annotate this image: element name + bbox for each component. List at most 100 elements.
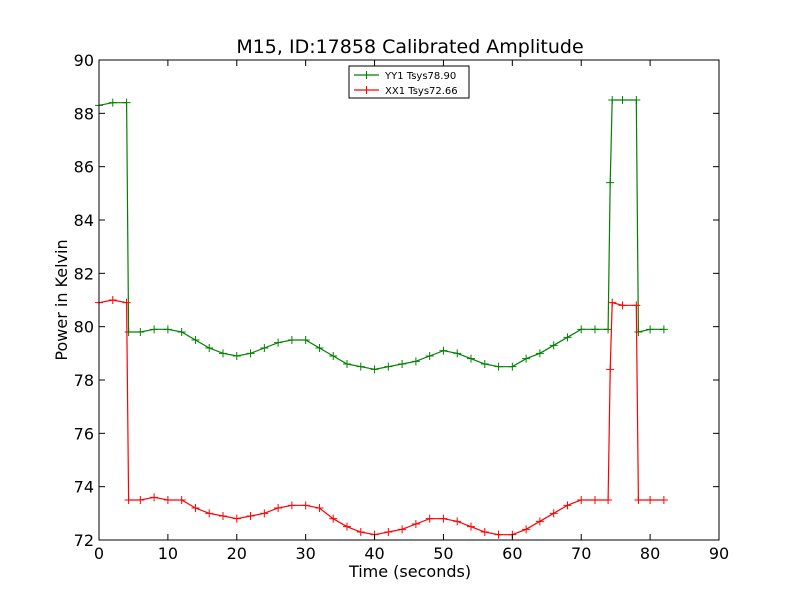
data-point (632, 96, 641, 104)
chart-title: M15, ID:17858 Calibrated Amplitude (236, 36, 583, 58)
data-point (384, 528, 393, 536)
legend-marker (362, 71, 371, 79)
data-point (634, 496, 643, 504)
data-point (274, 504, 283, 512)
data-point (315, 344, 324, 352)
data-point (453, 349, 462, 358)
data-point (356, 362, 365, 371)
data-point (398, 360, 407, 368)
data-point (274, 338, 283, 347)
data-point (329, 514, 338, 523)
x-tick-label: 20 (227, 544, 247, 563)
data-point (177, 328, 186, 336)
data-point (150, 493, 159, 502)
y-tick-label: 74 (74, 478, 94, 497)
data-point (606, 178, 615, 187)
data-point (398, 525, 407, 534)
data-point (232, 514, 241, 523)
data-point (219, 512, 227, 520)
series-1 (95, 96, 668, 374)
legend-box (348, 65, 470, 99)
data-point (356, 528, 365, 536)
x-tick-label: 10 (158, 544, 178, 563)
data-point (384, 362, 393, 371)
data-point (494, 362, 503, 371)
data-point (577, 325, 586, 334)
data-point (659, 325, 668, 334)
data-point (124, 328, 133, 336)
legend-label: XX1 Tsys72.66 (385, 86, 458, 97)
data-point (205, 344, 214, 352)
data-point (467, 522, 475, 531)
legend: YY1 Tsys78.90 XX1 Tsys72.66 (348, 65, 470, 99)
y-tick-label: 88 (74, 104, 94, 123)
data-point (205, 509, 214, 518)
data-point (563, 333, 572, 342)
x-tick-label: 90 (709, 544, 729, 563)
data-point (522, 354, 531, 363)
data-point (549, 341, 558, 350)
legend-marker (362, 86, 371, 94)
data-point (618, 301, 627, 310)
data-point (315, 504, 324, 512)
x-axis-label: Time (seconds) (348, 562, 471, 581)
data-point (591, 325, 599, 334)
data-point (177, 496, 186, 504)
data-point (467, 354, 475, 363)
data-point (108, 98, 117, 107)
data-point (219, 349, 227, 358)
data-point (150, 325, 159, 334)
data-point (425, 352, 434, 360)
data-point (343, 522, 351, 531)
data-point (439, 514, 448, 523)
x-tick-label: 0 (94, 544, 104, 563)
axes-frame (98, 59, 720, 541)
data-point (108, 296, 117, 304)
x-tick-label: 50 (433, 544, 453, 563)
data-point (260, 509, 269, 518)
data-point (535, 517, 544, 526)
plot-area: 0 10 20 30 40 50 60 70 80 90 72 74 76 78 80 82 84 86 88 90 (74, 51, 730, 563)
data-point (163, 496, 172, 504)
data-point (632, 301, 641, 310)
data-point (301, 501, 310, 510)
series-line (98, 99, 664, 370)
data-point (260, 344, 269, 352)
data-point (246, 512, 255, 520)
y-tick-label: 76 (74, 424, 94, 443)
legend-label: YY1 Tsys78.90 (384, 71, 456, 82)
data-point (370, 365, 379, 374)
y-axis-label: Power in Kelvin (52, 239, 71, 360)
data-point (522, 525, 531, 534)
series-line (98, 299, 664, 536)
data-point (508, 362, 517, 371)
data-point (329, 352, 338, 360)
x-tick-label: 80 (640, 544, 660, 563)
data-point (494, 530, 503, 539)
data-point (608, 298, 617, 307)
data-point (604, 325, 613, 334)
x-tick-label: 30 (295, 544, 315, 563)
data-point (480, 360, 489, 368)
data-point (136, 496, 145, 504)
data-point (246, 349, 255, 358)
data-point (659, 496, 668, 504)
x-tick-label: 70 (571, 544, 591, 563)
y-tick-label: 80 (74, 318, 94, 337)
data-point (606, 365, 615, 374)
data-point (301, 336, 310, 344)
data-point (232, 352, 241, 360)
data-point (535, 349, 544, 358)
data-point (608, 96, 617, 104)
y-tick-label: 72 (74, 531, 94, 550)
data-point (453, 517, 462, 526)
data-point (122, 298, 131, 307)
data-point (287, 501, 296, 510)
x-tick-label: 40 (364, 544, 384, 563)
data-point (136, 328, 145, 336)
data-point (646, 325, 655, 334)
data-point (591, 496, 599, 504)
data-point (480, 528, 489, 536)
data-point (191, 504, 200, 512)
